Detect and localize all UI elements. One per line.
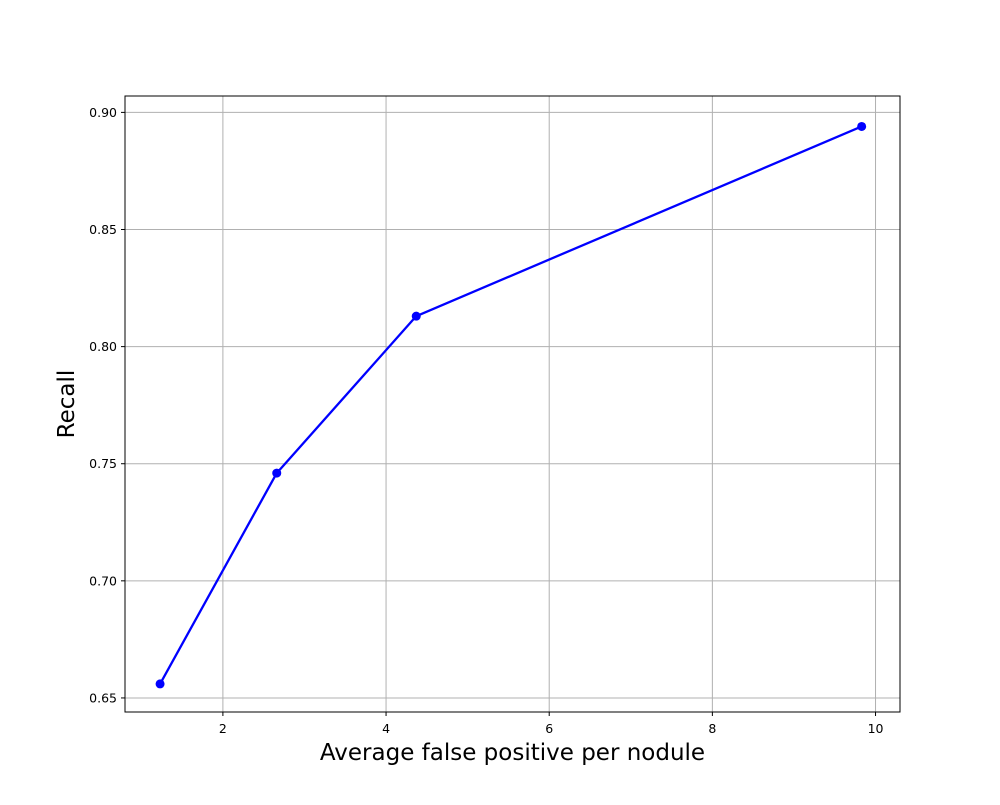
x-tick-label: 4: [382, 721, 390, 736]
y-tick-label: 0.70: [89, 573, 117, 588]
series-line: [159, 125, 863, 685]
y-tick-label: 0.90: [89, 105, 117, 120]
data-point-marker: [272, 468, 282, 478]
x-tick-label: 8: [708, 721, 716, 736]
x-axis-label: Average false positive per nodule: [320, 740, 705, 766]
x-tick-label: 2: [219, 721, 227, 736]
x-tick-label: 10: [868, 721, 884, 736]
data-point-marker: [411, 311, 421, 321]
y-axis-label: Recall: [54, 370, 80, 439]
y-tick-label: 0.80: [89, 339, 117, 354]
data-point-marker: [857, 121, 867, 131]
x-tick-label: 6: [545, 721, 553, 736]
series-layer: [155, 121, 867, 689]
data-point-marker: [155, 679, 165, 689]
y-tick-label: 0.65: [89, 690, 117, 705]
grid-layer: [125, 96, 900, 712]
plot-area-frame: [124, 95, 901, 713]
y-tick-label: 0.75: [89, 456, 117, 471]
y-tick-label: 0.85: [89, 222, 117, 237]
tick-layer: 2 4 6 8 10 0.65 0.70 0.75 0.80 0.85 0.90: [89, 105, 883, 736]
